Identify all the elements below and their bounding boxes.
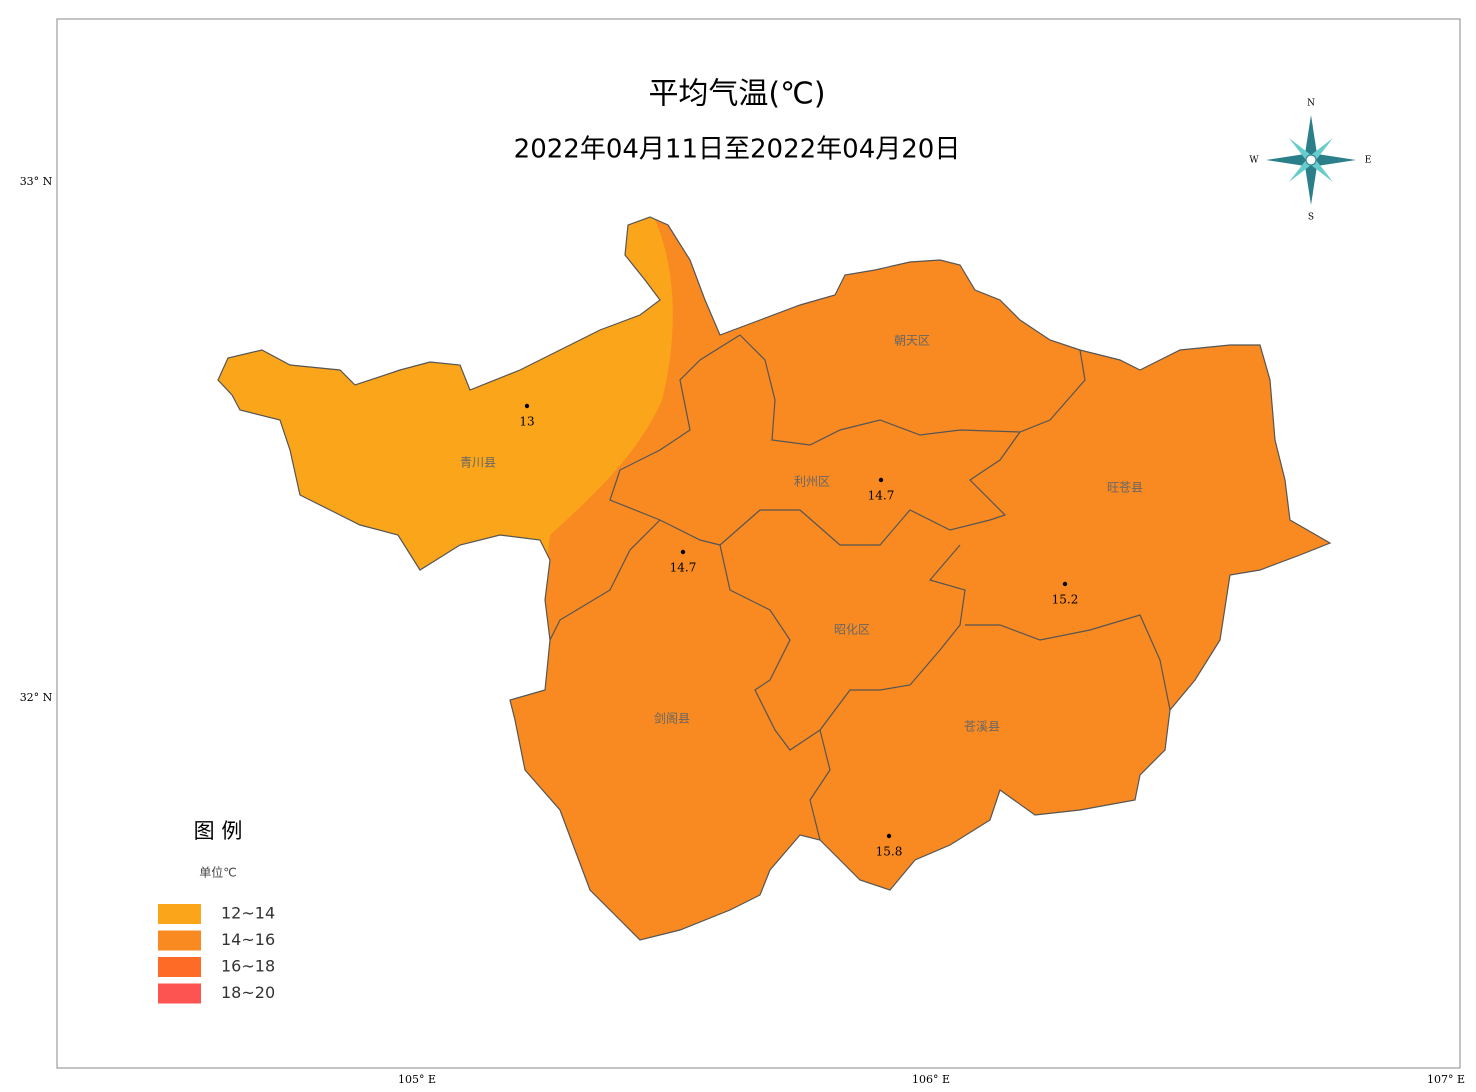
district-name: 昭化区 — [834, 623, 870, 637]
legend-label: 16~18 — [221, 957, 275, 976]
compass-point — [1289, 138, 1311, 160]
compass-point — [1311, 138, 1333, 160]
station-dot — [1062, 581, 1068, 587]
compass-letter: S — [1308, 213, 1314, 223]
legend-label: 12~14 — [221, 904, 275, 923]
legend-unit: 单位℃ — [199, 865, 236, 880]
compass-center — [1305, 154, 1317, 166]
map-frame — [56, 18, 1461, 1069]
subtitle: 2022年04月11日至2022年04月20日 — [514, 135, 961, 165]
compass-point — [1305, 160, 1317, 205]
boundary — [809, 729, 831, 841]
compass-letter: N — [1307, 99, 1315, 109]
district-boundaries — [217, 216, 1331, 941]
station-value: 14.7 — [868, 489, 895, 503]
lon-label: 105° E — [398, 1073, 436, 1086]
station-dot — [524, 403, 530, 409]
station-dot — [886, 833, 892, 839]
district-name: 苍溪县 — [964, 720, 1000, 734]
boundary — [965, 614, 1171, 711]
district-name: 青川县 — [460, 456, 496, 470]
boundary — [739, 334, 1086, 446]
compass-point — [1311, 154, 1356, 166]
district-name: 剑阁县 — [654, 711, 690, 726]
compass-letter: E — [1365, 156, 1372, 166]
lat-label: 32° N — [20, 691, 53, 704]
boundary — [719, 431, 1021, 546]
title: 平均气温(℃) — [648, 77, 825, 112]
station-value: 13 — [519, 415, 534, 429]
lon-label: 106° E — [912, 1073, 950, 1086]
boundary — [549, 519, 661, 641]
legend-swatch — [158, 983, 201, 1004]
compass-letter: W — [1249, 156, 1259, 166]
station-dot — [878, 477, 884, 483]
lat-label: 33° N — [20, 175, 53, 188]
compass-point — [1311, 160, 1333, 182]
compass-point — [1289, 160, 1311, 182]
lon-label: 107° E — [1427, 1073, 1465, 1086]
compass-point — [1266, 154, 1311, 166]
temperature-fill — [218, 217, 1330, 940]
station-value: 15.8 — [876, 845, 903, 859]
district-name: 利州区 — [794, 475, 830, 489]
district-name: 朝天区 — [894, 334, 930, 348]
legend-label: 14~16 — [221, 930, 275, 949]
legend-swatch — [158, 930, 201, 951]
station-value: 14.7 — [670, 561, 697, 575]
station-dot — [680, 549, 686, 555]
district-name: 旺苍县 — [1107, 481, 1143, 495]
compass-rose: N S W E — [1249, 99, 1371, 223]
station-value: 15.2 — [1052, 593, 1079, 607]
legend-label: 18~20 — [221, 983, 275, 1002]
legend-swatch — [158, 957, 201, 977]
boundary — [609, 334, 741, 546]
legend-swatch — [158, 904, 201, 924]
compass-point — [1305, 115, 1317, 160]
legend-title: 图 例 — [194, 819, 243, 843]
